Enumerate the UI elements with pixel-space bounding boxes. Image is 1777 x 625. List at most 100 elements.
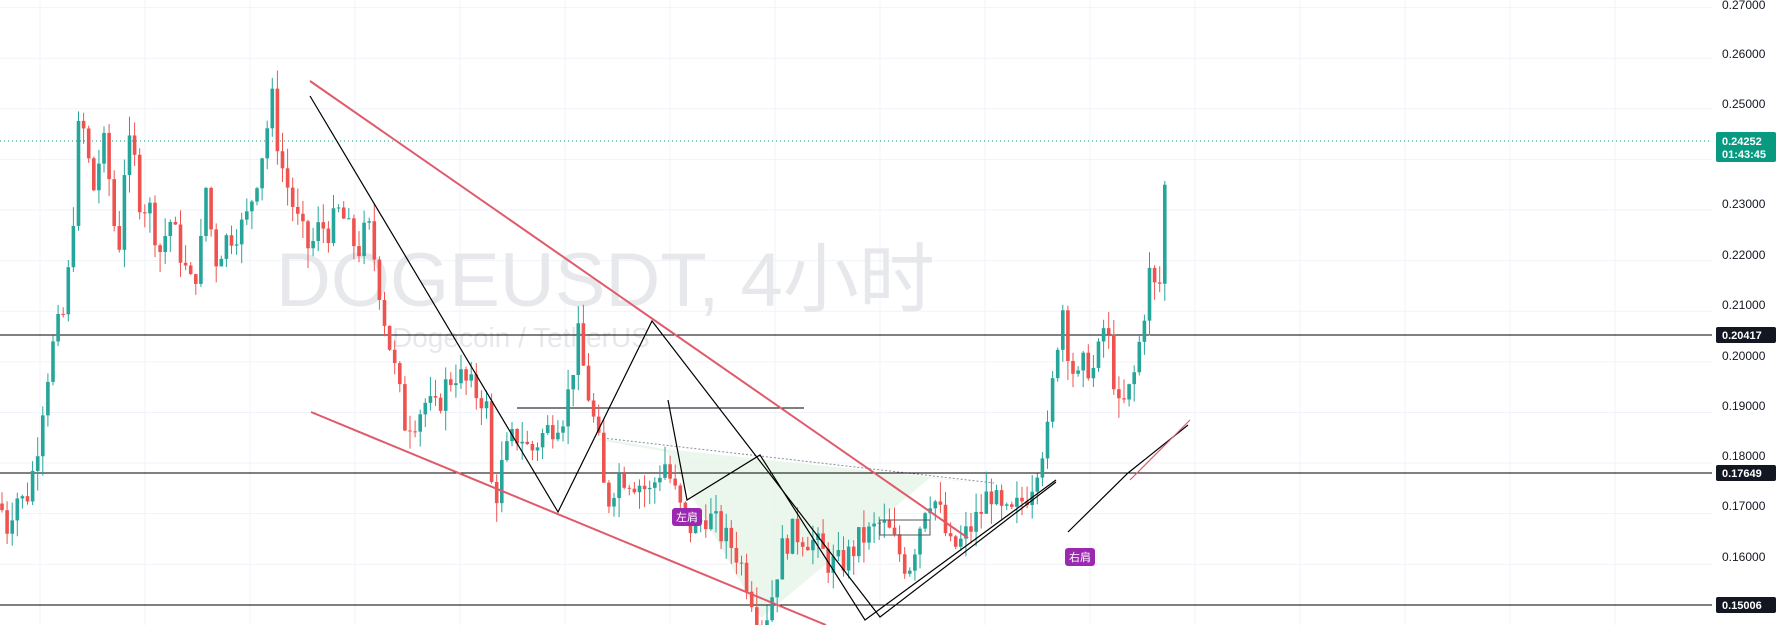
candle-up — [311, 240, 315, 249]
candle-down — [1112, 334, 1116, 390]
candle-up — [535, 447, 540, 451]
candle-down — [214, 229, 218, 267]
descending-trendline-lower[interactable] — [310, 411, 827, 625]
candle-down — [627, 487, 632, 489]
candle-up — [1147, 267, 1152, 321]
candle-down — [403, 384, 407, 431]
candle-down — [398, 363, 402, 385]
candle-up — [923, 513, 927, 529]
candle-down — [392, 349, 397, 364]
candle-down — [489, 401, 494, 482]
candle-down — [479, 398, 484, 409]
candle-down — [178, 224, 183, 263]
candle-down — [285, 168, 290, 188]
candle-down — [408, 430, 412, 432]
candle-down — [107, 132, 111, 180]
candle-up — [500, 460, 504, 504]
candle-down — [800, 542, 805, 547]
candle-up — [199, 236, 203, 284]
candle-down — [969, 526, 973, 532]
level-badge-0-17649: 0.17649 — [1716, 465, 1776, 481]
right-shoulder-label[interactable]: 右肩 — [1065, 548, 1095, 566]
candle-down — [275, 88, 280, 152]
candle-down — [153, 202, 157, 246]
candle-down — [668, 464, 672, 479]
candle-up — [571, 374, 575, 390]
candle-down — [290, 187, 295, 207]
candle-up — [245, 211, 249, 220]
candle-down — [943, 504, 948, 534]
candle-up — [959, 538, 963, 547]
candle-up — [1055, 349, 1060, 379]
candle-down — [607, 482, 611, 507]
candle-down — [464, 369, 468, 381]
candle-down — [1066, 310, 1070, 361]
candle-down — [341, 207, 346, 219]
candle-up — [1101, 328, 1106, 342]
candle-up — [617, 473, 621, 499]
candle-up — [30, 470, 35, 502]
candle-up — [51, 341, 55, 382]
descending-trendline-upper[interactable] — [309, 80, 969, 539]
y-tick-label: 0.27000 — [1722, 0, 1766, 12]
candle-up — [994, 490, 999, 505]
candle-up — [836, 550, 841, 557]
candle-up — [255, 188, 259, 202]
candle-up — [913, 554, 917, 571]
candle-up — [658, 477, 662, 483]
zigzag-line-right[interactable] — [1067, 424, 1189, 533]
candle-up — [780, 538, 785, 580]
y-tick-label: 0.26000 — [1722, 47, 1766, 61]
candle-up — [1035, 477, 1040, 492]
candle-up — [1061, 310, 1065, 350]
y-tick-label: 0.18000 — [1722, 449, 1766, 463]
candle-down — [999, 490, 1004, 506]
zigzag-line-secondary[interactable] — [667, 399, 1057, 621]
level-badge-0-20417: 0.20417 — [1716, 327, 1776, 343]
candle-down — [387, 325, 392, 350]
candle-up — [367, 221, 371, 223]
candle-up — [163, 236, 167, 252]
last-price-badge: 0.24252 01:43:45 — [1716, 132, 1776, 162]
candle-up — [566, 389, 570, 427]
candle-up — [224, 235, 229, 259]
candle-down — [632, 488, 637, 493]
candle-down — [494, 481, 499, 504]
candle-up — [770, 597, 774, 621]
left-shoulder-label[interactable]: 左肩 — [672, 508, 702, 526]
candle-down — [301, 213, 305, 222]
zigzag-line[interactable] — [309, 95, 1057, 618]
candle-up — [576, 323, 581, 375]
candle-up — [260, 158, 264, 189]
candle-down — [1122, 398, 1126, 400]
right-trendline[interactable] — [1129, 419, 1191, 481]
candle-up — [872, 523, 876, 527]
price-axis[interactable]: 0.27000 0.26000 0.25000 0.23000 0.22000 … — [1712, 0, 1777, 625]
candle-up — [265, 128, 269, 159]
candle-down — [581, 323, 586, 366]
candle-up — [234, 244, 239, 246]
candle-up — [127, 135, 132, 176]
candle-up — [647, 487, 652, 490]
consolidation-box[interactable] — [879, 519, 931, 536]
candle-up — [882, 520, 887, 523]
candle-down — [591, 400, 596, 417]
candle-up — [250, 201, 254, 212]
level-badge-0-15006: 0.15006 — [1716, 597, 1776, 613]
candle-up — [637, 485, 642, 493]
candle-down — [897, 534, 902, 555]
candle-up — [1030, 491, 1034, 506]
candle-up — [35, 456, 40, 471]
candle-up — [443, 379, 448, 411]
candle-down — [158, 245, 162, 252]
candle-down — [296, 206, 300, 214]
candle-up — [714, 511, 718, 514]
candle-down — [704, 520, 708, 530]
candle-down — [132, 135, 137, 155]
candle-down — [382, 299, 387, 326]
candle-up — [653, 482, 657, 488]
candle-down — [979, 511, 983, 514]
candle-down — [1152, 267, 1157, 283]
candle-down — [989, 491, 994, 505]
